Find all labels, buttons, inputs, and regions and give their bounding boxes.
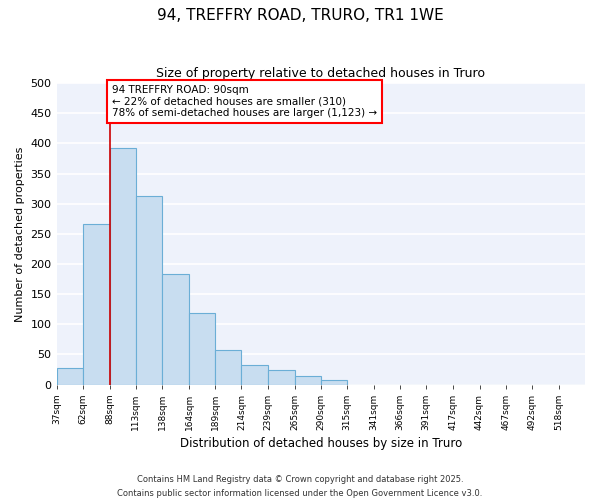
Y-axis label: Number of detached properties: Number of detached properties [15,146,25,322]
Bar [189,314,215,384]
Text: 94, TREFFRY ROAD, TRURO, TR1 1WE: 94, TREFFRY ROAD, TRURO, TR1 1WE [157,8,443,22]
Bar [162,274,189,384]
Bar [215,350,241,384]
Bar [321,380,347,384]
Bar [83,224,110,384]
Bar [295,376,321,384]
X-axis label: Distribution of detached houses by size in Truro: Distribution of detached houses by size … [179,437,462,450]
Text: Contains HM Land Registry data © Crown copyright and database right 2025.
Contai: Contains HM Land Registry data © Crown c… [118,476,482,498]
Bar [241,366,268,384]
Bar [268,370,295,384]
Title: Size of property relative to detached houses in Truro: Size of property relative to detached ho… [156,68,485,80]
Bar [56,368,83,384]
Bar [110,148,136,384]
Text: 94 TREFFRY ROAD: 90sqm
← 22% of detached houses are smaller (310)
78% of semi-de: 94 TREFFRY ROAD: 90sqm ← 22% of detached… [112,85,377,118]
Bar [136,196,162,384]
